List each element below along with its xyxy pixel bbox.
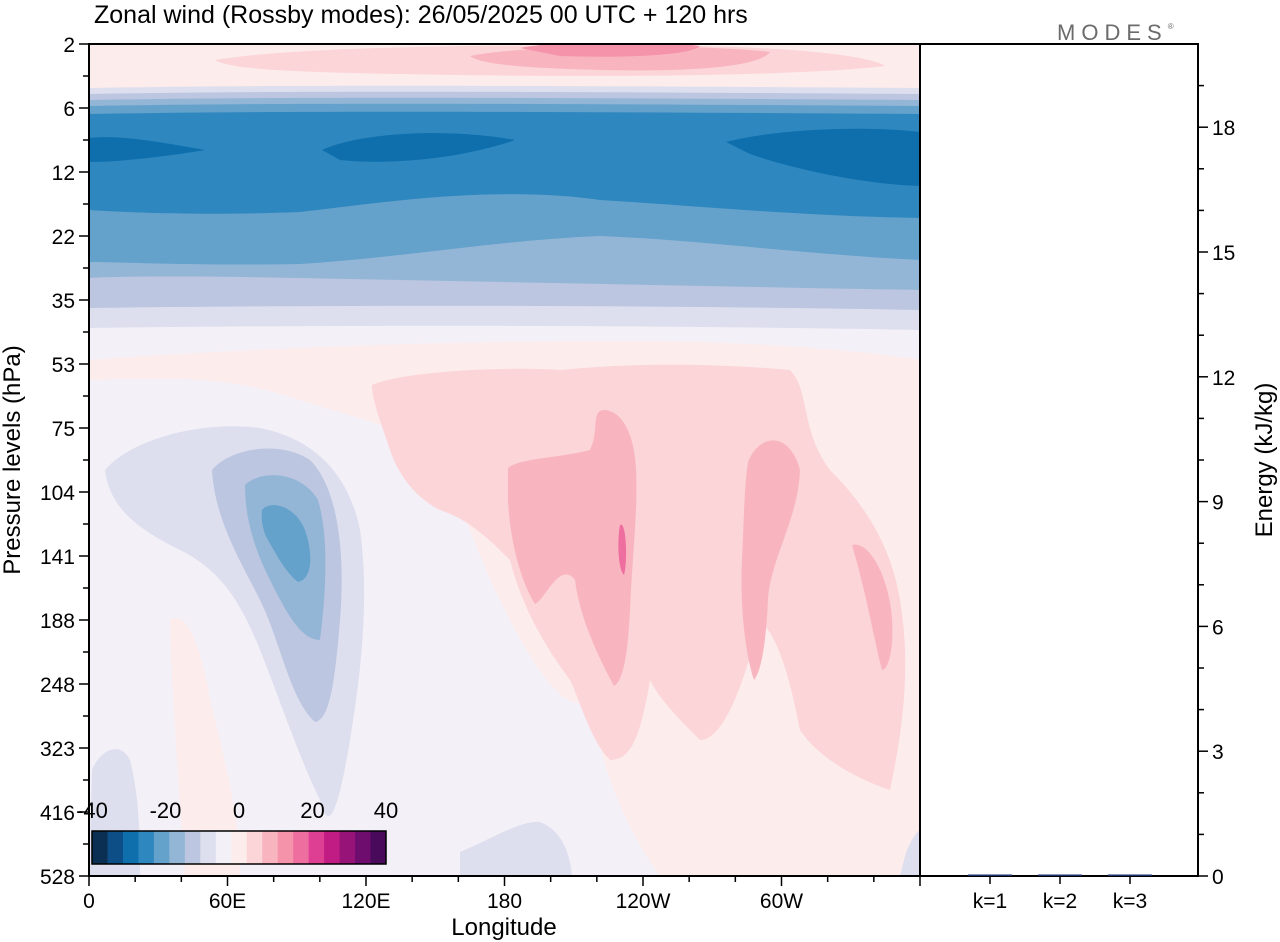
- x-tick-label: 60W: [760, 890, 803, 913]
- colorbar-swatch: [355, 831, 372, 864]
- colorbar-swatch: [215, 831, 232, 864]
- colorbar-swatch: [200, 831, 217, 864]
- energy-tick-label: 15: [1212, 242, 1235, 265]
- colorbar-label: -20: [150, 798, 182, 823]
- energy-bar: [1038, 874, 1082, 876]
- x-axis-ticks: 0 60E 120E 180 120W 60W: [83, 876, 921, 913]
- colorbar-swatch: [262, 831, 279, 864]
- colorbar: [91, 830, 387, 865]
- contour-trop-pos-2: [170, 618, 240, 876]
- colorbar-labels: -40 -20 0 20 40: [76, 798, 398, 823]
- colorbar-frame: [91, 830, 387, 865]
- contour-strat-neg-6: [89, 137, 205, 162]
- logo-text: MODES: [1057, 20, 1168, 45]
- modes-logo: MODES®: [1057, 20, 1174, 46]
- colorbar-label: 40: [374, 798, 398, 823]
- energy-axis-title: Energy (kJ/kg): [1251, 383, 1278, 538]
- colorbar-swatch: [153, 831, 170, 864]
- y-axis-ticks: 2 6 12 22 35 53 75 104 141 188 248 323 416 528: [40, 34, 89, 889]
- colorbar-swatch: [370, 831, 387, 864]
- x-tick-label: 60E: [209, 890, 246, 913]
- energy-category-label: k=2: [1043, 890, 1077, 913]
- x-tick-label: 0: [83, 890, 95, 913]
- y-tick-label: 75: [52, 418, 75, 441]
- y-tick-label: 12: [52, 162, 75, 185]
- colorbar-swatch: [184, 831, 201, 864]
- energy-tick-label: 12: [1212, 367, 1235, 390]
- contour-field: [89, 44, 920, 876]
- contour-strat-neg-7: [322, 133, 515, 162]
- colorbar-swatch: [308, 831, 325, 864]
- y-tick-label: 104: [40, 482, 75, 505]
- y-tick-label: 141: [40, 546, 75, 569]
- energy-axis-ticks: 0 3 6 9 12 15 18: [1198, 84, 1235, 889]
- energy-tick-label: 18: [1212, 117, 1235, 140]
- contour-trop-neg-6: [460, 821, 572, 876]
- colorbar-swatch: [339, 831, 356, 864]
- y-tick-label: 2: [63, 34, 75, 57]
- y-tick-label: 6: [63, 98, 75, 121]
- y-tick-label: 188: [40, 610, 75, 633]
- x-tick-label: 120W: [616, 890, 671, 913]
- contour-trop-pos-4: [508, 410, 637, 686]
- contour-trop-neg-7: [900, 830, 920, 876]
- y-tick-label: 528: [40, 866, 75, 889]
- y-tick-label: 22: [52, 226, 75, 249]
- contour-trop-pos-5: [741, 440, 800, 680]
- energy-bars: [968, 874, 1152, 884]
- colorbar-swatch: [231, 831, 248, 864]
- colorbar-swatch: [277, 831, 294, 864]
- y-axis-title: Pressure levels (hPa): [0, 345, 26, 574]
- colorbar-swatch: [138, 831, 155, 864]
- colorbar-label: 0: [233, 798, 245, 823]
- energy-tick-label: 6: [1212, 616, 1224, 639]
- y-tick-label: 416: [40, 802, 75, 825]
- y-tick-label: 35: [52, 290, 75, 313]
- energy-tick-label: 9: [1212, 492, 1224, 515]
- colorbar-swatch: [169, 831, 186, 864]
- colorbar-swatch: [293, 831, 310, 864]
- colorbar-label: 20: [300, 798, 324, 823]
- contour-strat-neg-8: [726, 128, 920, 186]
- colorbar-label: -40: [76, 798, 108, 823]
- y-tick-label: 248: [40, 674, 75, 697]
- x-tick-label: 180: [487, 890, 522, 913]
- energy-bar-labels: k=1 k=2 k=3: [973, 890, 1147, 913]
- energy-tick-label: 0: [1212, 866, 1224, 889]
- energy-bar: [968, 874, 1012, 876]
- colorbar-swatch: [246, 831, 263, 864]
- x-axis-title: Longitude: [451, 914, 556, 941]
- colorbar-swatch: [92, 831, 108, 864]
- colorbar-swatch: [122, 831, 139, 864]
- colorbar-swatch: [107, 831, 124, 864]
- y-tick-label: 53: [52, 354, 75, 377]
- contour-top-pos-4: [520, 44, 700, 57]
- energy-tick-label: 3: [1212, 741, 1224, 764]
- energy-frame: [919, 43, 1199, 877]
- chart-title: Zonal wind (Rossby modes): 26/05/2025 00…: [94, 1, 748, 29]
- energy-category-label: k=1: [973, 890, 1007, 913]
- energy-bar: [1108, 874, 1152, 876]
- contour-strat-neg-5: [89, 111, 920, 218]
- logo-mark: ®: [1167, 22, 1174, 31]
- colorbar-swatch: [324, 831, 341, 864]
- contour-trop-pos-7: [618, 524, 627, 575]
- contour-trop-pos-6: [852, 544, 893, 670]
- energy-category-label: k=3: [1113, 890, 1147, 913]
- y-tick-label: 323: [40, 738, 75, 761]
- x-tick-label: 120E: [341, 890, 390, 913]
- contour-trop-neg-4: [261, 505, 311, 582]
